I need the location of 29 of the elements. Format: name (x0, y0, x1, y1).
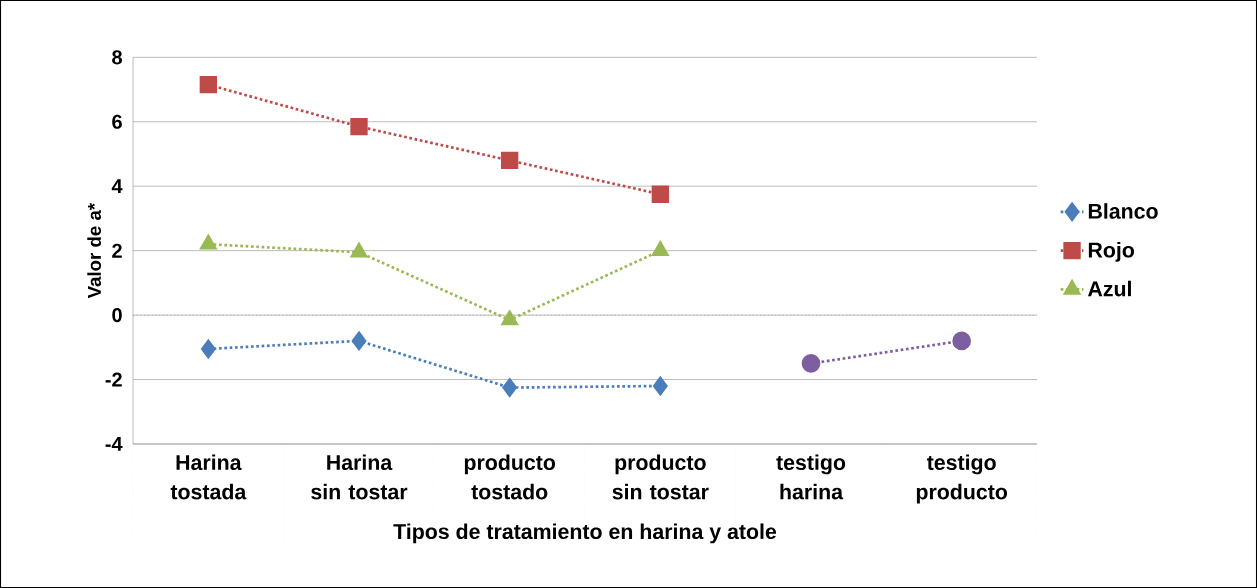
x-axis-title: Tipos de tratamiento en harina y atole (393, 523, 777, 544)
x-tick-label: producto tostado (464, 454, 556, 500)
y-tick-label: 0 (112, 308, 122, 323)
x-tick-label: Harina tostada (170, 454, 247, 500)
legend-label: Rojo (1088, 241, 1134, 262)
point (952, 331, 971, 351)
point (199, 76, 218, 94)
point (652, 376, 668, 396)
y-tick-label: 4 (111, 179, 123, 194)
point (502, 378, 518, 397)
point (801, 354, 821, 373)
y-tick-label: 8 (112, 50, 122, 65)
x-tick-label: producto sin tostar (612, 454, 709, 500)
point (651, 185, 670, 203)
point (201, 339, 216, 359)
y-tick-label: 2 (112, 243, 122, 258)
y-tick-label: 6 (112, 114, 122, 129)
legend-label: Azul (1087, 280, 1131, 297)
legend-label: Blanco (1088, 203, 1158, 219)
x-tick-label: Harina sin tostar (311, 454, 408, 500)
point (350, 117, 368, 136)
point (351, 331, 367, 351)
y-axis-title: Valor de a* (87, 202, 102, 299)
y-tick-label: -4 (105, 437, 123, 451)
y-tick-label: -2 (105, 372, 122, 387)
x-tick-label: testigo producto (916, 454, 1008, 504)
point (501, 310, 518, 326)
point (501, 151, 519, 170)
x-tick-label: testigo harina (776, 454, 846, 500)
